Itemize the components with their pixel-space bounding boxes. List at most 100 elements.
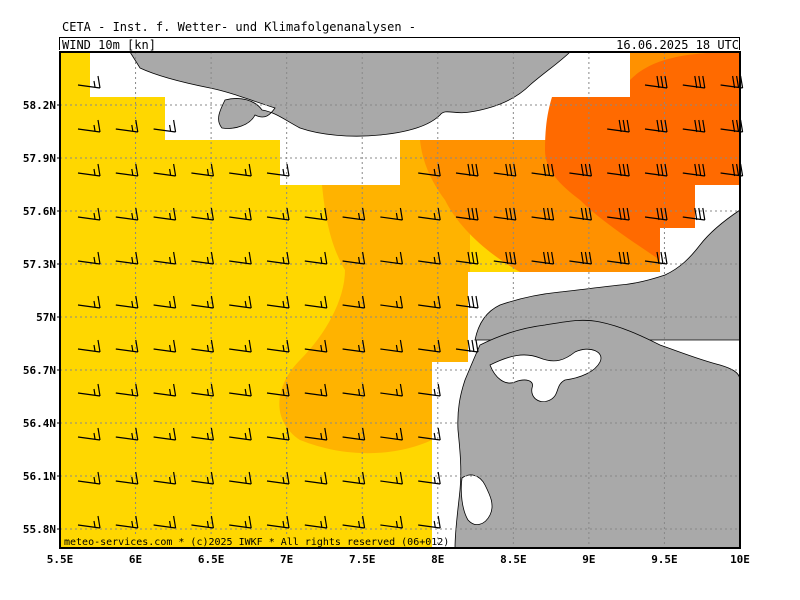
wind-barb — [153, 471, 177, 485]
wind-barb — [455, 251, 479, 265]
wind-barb — [304, 471, 328, 485]
wind-barb — [531, 207, 555, 221]
wind-barb — [380, 295, 403, 309]
wind-barb — [115, 207, 139, 221]
wind-barb — [77, 251, 101, 265]
wind-barb — [493, 207, 517, 221]
wind-barb — [531, 251, 555, 265]
lat-label: 57.6N — [23, 205, 56, 218]
wind-barb — [191, 339, 214, 353]
footer-background — [61, 536, 431, 547]
lon-label: 8E — [431, 553, 444, 566]
wind-barb — [342, 471, 366, 485]
wind-barb — [191, 295, 214, 309]
wind-barbs — [77, 75, 744, 529]
lat-label: 57.9N — [23, 152, 56, 165]
wind-band-dark-orange — [545, 52, 740, 260]
lat-label: 57.3N — [23, 258, 56, 271]
wind-barb — [380, 339, 403, 353]
wind-barb — [115, 339, 139, 353]
wind-barb — [644, 207, 668, 221]
wind-barb — [644, 251, 668, 265]
wind-barb — [153, 383, 177, 397]
lon-label: 7E — [280, 553, 293, 566]
wind-barb — [115, 383, 139, 397]
wind-barb — [191, 163, 214, 177]
land-norway — [129, 51, 571, 137]
wind-barb — [569, 207, 592, 221]
wind-barb — [229, 383, 252, 397]
wind-barb — [380, 515, 403, 529]
chart-title: CETA - Inst. f. Wetter- und Klimafolgena… — [62, 20, 417, 34]
wind-barb — [115, 295, 139, 309]
wind-barb — [607, 207, 630, 221]
wind-barb — [229, 163, 252, 177]
wind-barb — [682, 207, 706, 221]
wind-barb — [380, 251, 403, 265]
wind-barb — [342, 427, 366, 441]
wind-barb — [115, 251, 139, 265]
wind-barb — [644, 163, 668, 177]
wind-barb — [153, 427, 177, 441]
wind-barb — [153, 163, 177, 177]
wind-barb — [342, 251, 366, 265]
latitude-labels: 58.2N 57.9N 57.6N 57.3N 57N 56.7N 56.4N 56.1N 55… — [23, 99, 60, 536]
lon-label: 9E — [582, 553, 595, 566]
wind-barb — [266, 251, 290, 265]
wind-barb — [153, 515, 177, 529]
lon-label: 6E — [129, 553, 142, 566]
wind-barb — [607, 163, 630, 177]
wind-barb — [191, 207, 214, 221]
wind-barb — [418, 427, 441, 441]
wind-barb — [229, 471, 252, 485]
wind-barb — [77, 515, 101, 529]
wind-barb — [153, 339, 177, 353]
wind-barb — [229, 295, 252, 309]
wind-barb — [342, 295, 366, 309]
wind-barb — [455, 207, 479, 221]
wind-barb — [455, 163, 479, 177]
footer-credit: meteo-services.com * (c)2025 IWKF * All … — [64, 537, 449, 548]
wind-barb — [266, 515, 290, 529]
wind-barb — [77, 383, 101, 397]
wind-barb — [266, 471, 290, 485]
wind-barb — [720, 75, 744, 89]
wind-barb — [304, 515, 328, 529]
wind-barb — [229, 207, 252, 221]
wind-barb — [304, 207, 328, 221]
wind-barb — [191, 471, 214, 485]
wind-barb — [266, 295, 290, 309]
wind-barb — [569, 251, 592, 265]
wind-barb — [682, 119, 706, 133]
wind-barb — [77, 295, 101, 309]
parameter-label: WIND 10m [kn] — [62, 38, 156, 52]
wind-barb — [380, 471, 403, 485]
wind-barb — [153, 207, 177, 221]
wind-barb — [115, 163, 139, 177]
wind-barb — [342, 339, 366, 353]
wind-barb — [266, 163, 290, 177]
wind-barb — [380, 207, 403, 221]
lon-label: 5.5E — [47, 553, 74, 566]
wind-barb — [418, 295, 441, 309]
wind-barb — [229, 339, 252, 353]
lon-label: 10E — [730, 553, 750, 566]
valid-time: 16.06.2025 18 UTC — [616, 38, 739, 52]
wind-barb — [77, 163, 101, 177]
lon-label: 9.5E — [651, 553, 678, 566]
wind-barb — [380, 383, 403, 397]
wind-barb — [304, 295, 328, 309]
map-frame — [59, 51, 741, 549]
wind-barb — [607, 119, 630, 133]
wind-barb — [266, 207, 290, 221]
wind-barb — [153, 119, 177, 133]
lat-label: 56.1N — [23, 470, 56, 483]
land-sweden — [474, 209, 741, 341]
wind-barb — [77, 119, 101, 133]
wind-barb — [191, 515, 214, 529]
wind-barb — [229, 427, 252, 441]
longitude-labels: 5.5E 6E 6.5E 7E 7.5E 8E 8.5E 9E 9.5E 10E — [47, 553, 750, 566]
wind-barb — [229, 515, 252, 529]
wind-barb — [77, 471, 101, 485]
